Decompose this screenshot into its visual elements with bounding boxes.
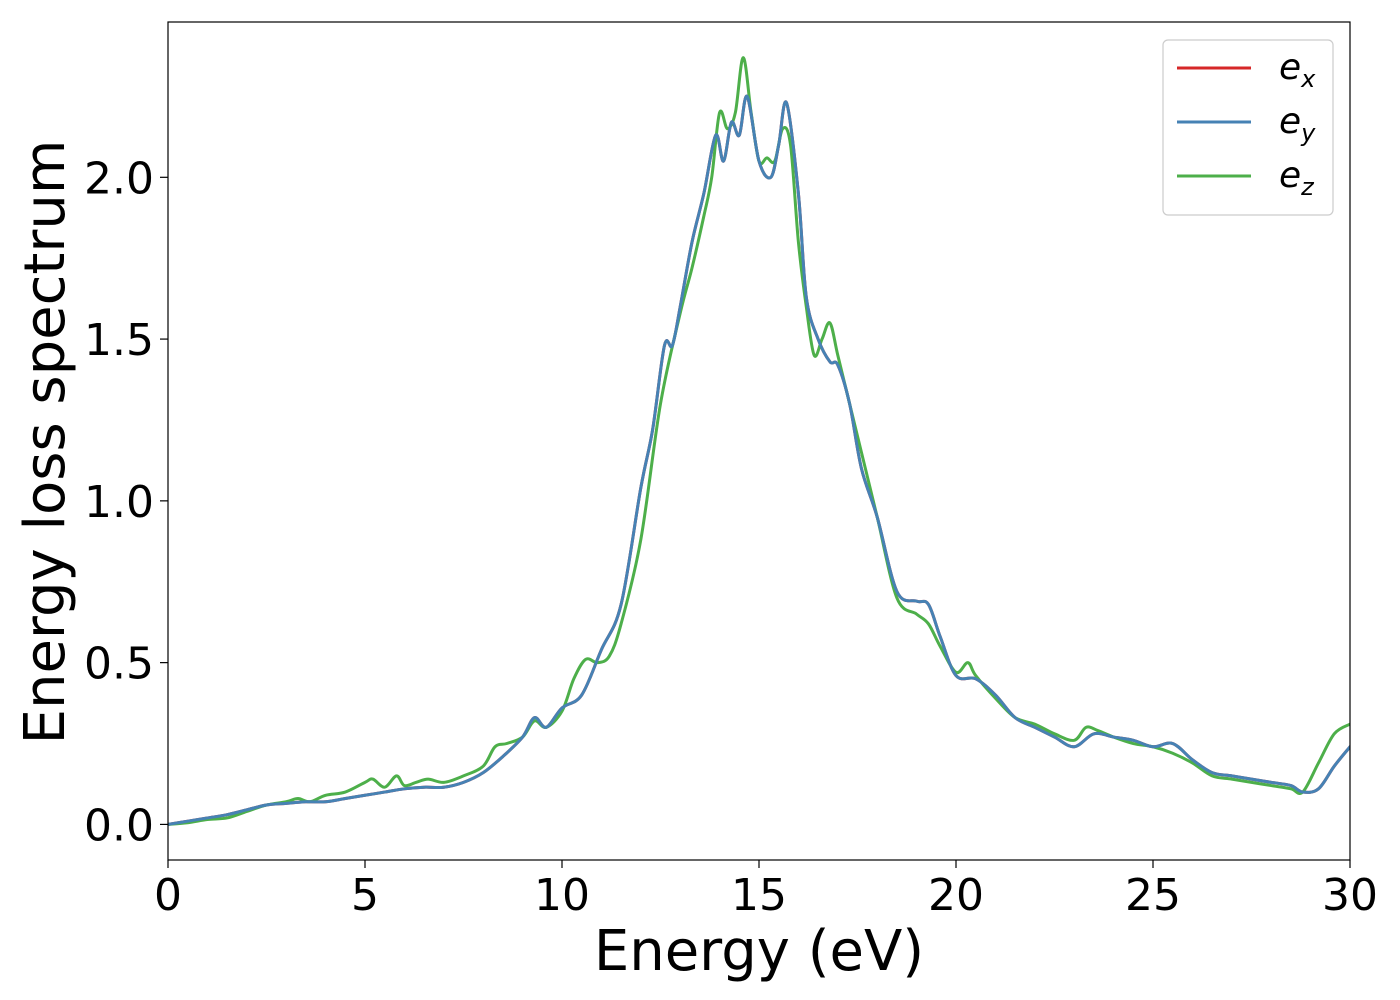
x-tick-label: 0 — [154, 870, 182, 921]
axes-layer: 0 5 10 15 20 25 30 0.0 0.5 1.0 1.5 2.0 — [84, 21, 1378, 921]
series-layer — [168, 56, 1350, 826]
legend-label-e-x: ex — [1279, 47, 1316, 93]
series-line-e-y — [168, 94, 1350, 826]
legend-box — [1162, 39, 1334, 216]
y-tick-label: 1.0 — [84, 477, 154, 528]
x-axis-label: Energy (eV) — [594, 919, 924, 984]
legend: ex ey ez — [1162, 39, 1334, 216]
x-tick-label: 20 — [928, 870, 984, 921]
y-tick-label: 0.0 — [84, 800, 154, 851]
x-tick-label: 30 — [1322, 870, 1378, 921]
x-tick-label: 10 — [534, 870, 590, 921]
y-tick-label: 2.0 — [84, 153, 154, 204]
x-tick-label: 15 — [731, 870, 787, 921]
y-axis-label: Energy loss spectrum — [13, 140, 78, 745]
y-tick-label: 1.5 — [84, 315, 154, 366]
legend-label-e-y: ey — [1279, 101, 1316, 147]
x-tick-label: 25 — [1125, 870, 1181, 921]
x-tick-label: 5 — [351, 870, 379, 921]
y-tick-label: 0.5 — [84, 639, 154, 690]
legend-label-e-z: ez — [1279, 155, 1315, 201]
